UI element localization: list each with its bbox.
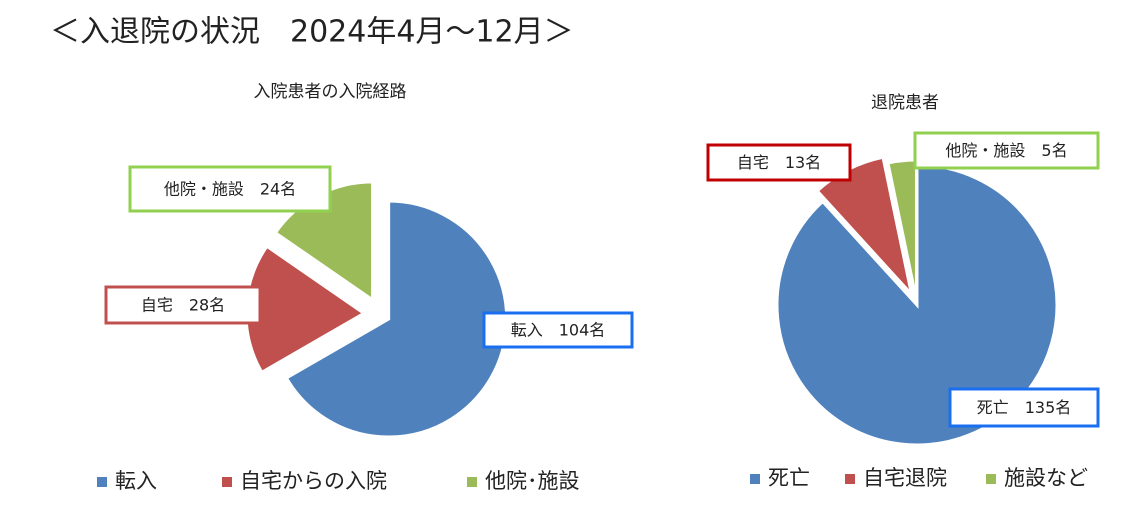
data-label: 自宅 28名: [141, 296, 225, 315]
pie-slice: [775, 163, 1059, 447]
data-label: 自宅 13名: [737, 153, 821, 172]
data-label-box: [913, 131, 1100, 170]
chart-title: 退院患者: [871, 93, 939, 113]
data-label: 他院・施設 24名: [164, 180, 296, 199]
legend-label: 転入: [115, 469, 157, 493]
legend-label: 自宅退院: [863, 466, 947, 490]
data-label: 他院・施設 5名: [945, 141, 1067, 160]
chart-title: 入院患者の入院経路: [254, 82, 407, 102]
legend-label: 他院･施設: [485, 469, 580, 493]
legend-swatch: [845, 474, 855, 484]
pie-slice: [284, 199, 509, 439]
legend-swatch: [986, 474, 996, 484]
legend-swatch: [750, 474, 760, 484]
legend-label: 死亡: [768, 466, 810, 490]
legend-swatch: [467, 477, 477, 487]
legend-label: 施設など: [1004, 466, 1088, 490]
legend-label: 自宅からの入院: [240, 469, 387, 493]
data-label-box: [104, 285, 262, 325]
data-label-box: [482, 311, 634, 349]
legend-swatch: [222, 477, 232, 487]
data-label-box: [128, 165, 332, 213]
data-label: 死亡 135名: [977, 398, 1072, 417]
data-label-box: [948, 387, 1100, 428]
page-title: ＜入退院の状況 2024年4月～12月＞: [50, 15, 574, 50]
data-label: 転入 104名: [511, 321, 606, 340]
legend-swatch: [97, 477, 107, 487]
data-label-box: [706, 143, 852, 182]
